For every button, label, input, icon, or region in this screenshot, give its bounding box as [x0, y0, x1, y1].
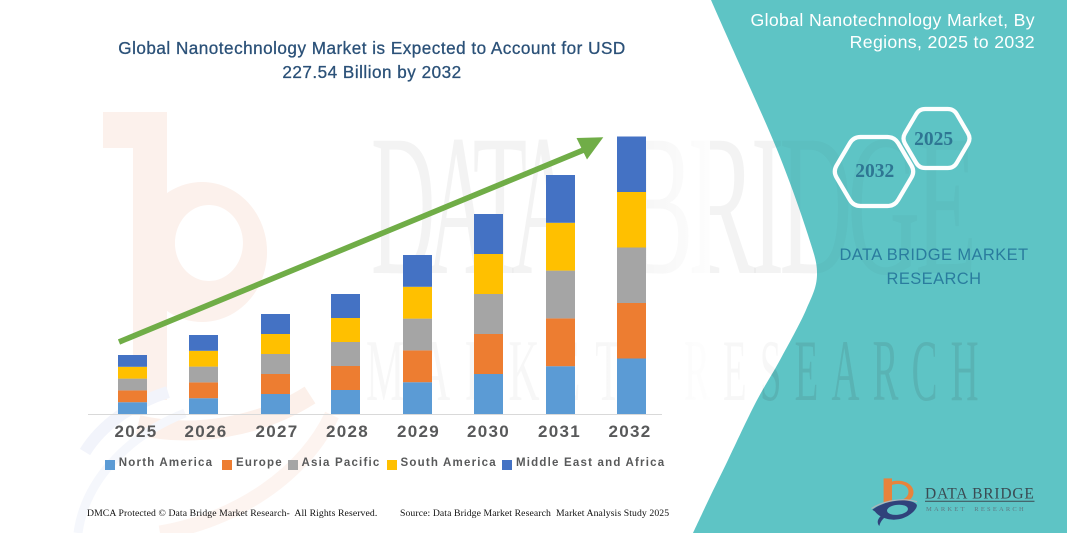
- svg-text:DATA BRIDGE: DATA BRIDGE: [925, 486, 1035, 503]
- svg-text:MARKET RESEARCH: MARKET RESEARCH: [926, 506, 1026, 513]
